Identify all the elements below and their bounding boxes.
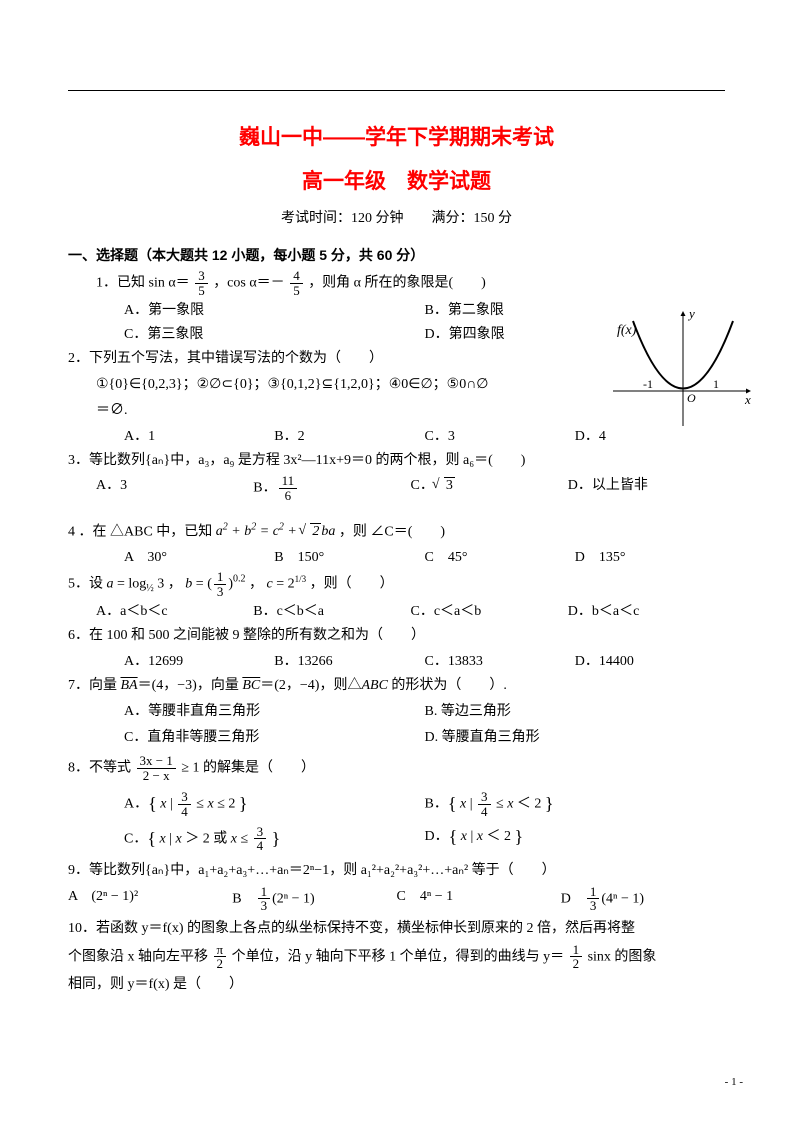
q6-opt-a: A．12699 — [124, 650, 274, 670]
q5-opt-a: A．a＜b＜c — [96, 600, 253, 620]
q5-opt-b: B．c＜b＜a — [253, 600, 410, 620]
q8-options-row1: A．{ x | 34 ≤ x ≤ 2 } B．{ x | 34 ≤ x ＜ 2 … — [68, 790, 725, 818]
q2-opt-c: C．3 — [425, 425, 575, 445]
q9-opt-c: C 4ⁿ − 1 — [397, 885, 561, 913]
q5-stem: 5．设 a = log½ 3 ， b = (13)0.2 ， c = 21/3 … — [68, 570, 725, 598]
q5-options: A．a＜b＜c B．c＜b＜a C．c＜a＜b D．b＜a＜c — [68, 600, 725, 620]
origin-label: O — [687, 391, 696, 405]
q9-stem: 9．等比数列{aₙ}中，a₁+a₂+a₃+…+aₙ＝2ⁿ−1，则 a₁²+a₂²… — [68, 859, 725, 883]
q9-opt-d: D 13(4ⁿ − 1) — [561, 885, 725, 913]
q6-opt-b: B．13266 — [274, 650, 424, 670]
q7-opt-c: C．直角非等腰三角形 — [124, 726, 425, 746]
q6-stem: 6．在 100 和 500 之间能被 9 整除的所有数之和为（ ） — [68, 624, 725, 648]
q8-opt-a: A．{ x | 34 ≤ x ≤ 2 } — [124, 790, 425, 818]
q1-frac1: 35 — [195, 269, 208, 297]
x-label: x — [744, 392, 751, 407]
q3-opt-b: B．116 — [253, 474, 410, 502]
q2-opt-b: B．2 — [274, 425, 424, 445]
xtick-pos1: 1 — [713, 377, 719, 391]
q2-opt-a: A．1 — [124, 425, 274, 445]
q3-opt-a: A．3 — [96, 474, 253, 502]
q7-stem: 7．向量 BA＝(4，−3)，向量 BC＝(2，−4)，则△ABC 的形状为（ … — [68, 674, 725, 698]
q8-opt-b: B．{ x | 34 ≤ x ＜ 2 } — [425, 790, 726, 818]
q5-opt-c: C．c＜a＜b — [411, 600, 568, 620]
q4-opt-d: D 135° — [575, 546, 725, 566]
q1-text-a: 1．已知 sin α＝ — [96, 275, 190, 290]
q4-stem: 4 ．在 △ABC 中，已知 a2 + b2 = c2 + 2ba ，则 ∠C＝… — [68, 519, 725, 544]
title-school: 巍山一中——学年下学期期末考试 — [68, 121, 725, 151]
q9-options: A (2ⁿ − 1)² B 13(2ⁿ − 1) C 4ⁿ − 1 D 13(4… — [68, 885, 725, 913]
title-subject: 高一年级 数学试题 — [68, 165, 725, 195]
q3-options: A．3 B．116 C．3 D．以上皆非 — [68, 474, 725, 502]
y-label: y — [687, 306, 695, 321]
q8-options-row2: C．{ x | x ＞ 2 或 x ≤ 34 } D．{ x | x ＜ 2 } — [68, 825, 725, 853]
f-label: f(x) — [617, 323, 637, 338]
q8-stem: 8．不等式 3x − 12 − x ≥ 1 的解集是（ ） — [68, 754, 725, 782]
exam-info: 考试时间：120 分钟 满分：150 分 — [68, 207, 725, 227]
q1-stem: 1．已知 sin α＝ 35 ，cos α＝－ 45 ，则角 α 所在的象限是(… — [68, 269, 725, 297]
q1-text-c: ，则角 α 所在的象限是( ) — [308, 275, 486, 290]
q7-opt-b: B. 等边三角形 — [425, 700, 726, 720]
q3-opt-c: C．3 — [411, 474, 568, 502]
xtick-neg1: -1 — [643, 377, 653, 391]
q8-opt-c: C．{ x | x ＞ 2 或 x ≤ 34 } — [124, 825, 425, 853]
exam-page: 巍山一中——学年下学期期末考试 高一年级 数学试题 考试时间：120 分钟 满分… — [0, 0, 793, 1039]
q8-opt-d: D．{ x | x ＜ 2 } — [425, 825, 726, 853]
q6-opt-d: D．14400 — [575, 650, 725, 670]
q3-stem: 3．等比数列{aₙ}中，a₃，a₉ 是方程 3x²—11x+9＝0 的两个根，则… — [68, 449, 725, 473]
q9-opt-b: B 13(2ⁿ − 1) — [232, 885, 396, 913]
q9-opt-a: A (2ⁿ − 1)² — [68, 885, 232, 913]
q7-options-row2: C．直角非等腰三角形 D. 等腰直角三角形 — [68, 726, 725, 746]
q5-opt-d: D．b＜a＜c — [568, 600, 725, 620]
parabola-graph: f(x) x y O -1 1 — [605, 306, 755, 432]
q1-opt-a: A．第一象限 — [124, 299, 425, 319]
q7-opt-a: A．等腰非直角三角形 — [124, 700, 425, 720]
q1-opt-c: C．第三象限 — [124, 323, 425, 343]
q3-opt-d: D．以上皆非 — [568, 474, 725, 502]
q1-text-b: ，cos α＝－ — [213, 275, 285, 290]
q7-options-row1: A．等腰非直角三角形 B. 等边三角形 — [68, 700, 725, 720]
q4-expr: a2 + b2 = c2 + 2ba — [216, 524, 336, 539]
q6-opt-c: C．13833 — [425, 650, 575, 670]
q1-frac2: 45 — [290, 269, 303, 297]
q7-opt-d: D. 等腰直角三角形 — [425, 726, 726, 746]
q10-line2: 个图象沿 x 轴向左平移 π2 个单位，沿 y 轴向下平移 1 个单位，得到的曲… — [68, 943, 725, 971]
page-number: - 1 - — [725, 1076, 743, 1088]
q4-opt-b: B 150° — [274, 546, 424, 566]
q6-options: A．12699 B．13266 C．13833 D．14400 — [68, 650, 725, 670]
q10-line1: 10．若函数 y＝f(x) 的图象上各点的纵坐标保持不变，横坐标伸长到原来的 2… — [68, 917, 725, 941]
q4-options: A 30° B 150° C 45° D 135° — [68, 546, 725, 566]
q4-opt-a: A 30° — [124, 546, 274, 566]
section-1-heading: 一、选择题（本大题共 12 小题，每小题 5 分，共 60 分） — [68, 245, 725, 265]
q10-line3: 相同，则 y＝f(x) 是（ ） — [68, 973, 725, 997]
top-rule — [68, 90, 725, 91]
q4-opt-c: C 45° — [425, 546, 575, 566]
